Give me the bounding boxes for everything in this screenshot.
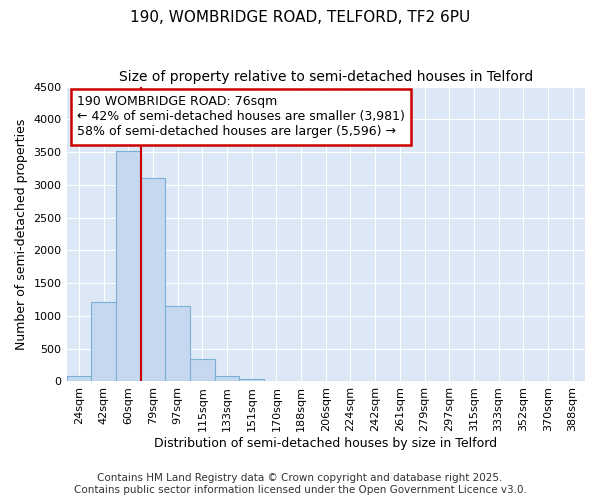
Text: 190 WOMBRIDGE ROAD: 76sqm
← 42% of semi-detached houses are smaller (3,981)
58% : 190 WOMBRIDGE ROAD: 76sqm ← 42% of semi-…: [77, 96, 405, 138]
Bar: [91, 302, 116, 382]
Bar: [190, 359, 215, 382]
Bar: [165, 306, 190, 382]
Y-axis label: Number of semi-detached properties: Number of semi-detached properties: [15, 118, 28, 350]
Text: Contains HM Land Registry data © Crown copyright and database right 2025.
Contai: Contains HM Land Registry data © Crown c…: [74, 474, 526, 495]
Bar: [116, 151, 140, 382]
Title: Size of property relative to semi-detached houses in Telford: Size of property relative to semi-detach…: [119, 70, 533, 84]
Bar: [140, 178, 165, 382]
X-axis label: Distribution of semi-detached houses by size in Telford: Distribution of semi-detached houses by …: [154, 437, 497, 450]
Bar: [215, 376, 239, 382]
Text: 190, WOMBRIDGE ROAD, TELFORD, TF2 6PU: 190, WOMBRIDGE ROAD, TELFORD, TF2 6PU: [130, 10, 470, 25]
Bar: [67, 376, 91, 382]
Bar: [239, 379, 264, 382]
